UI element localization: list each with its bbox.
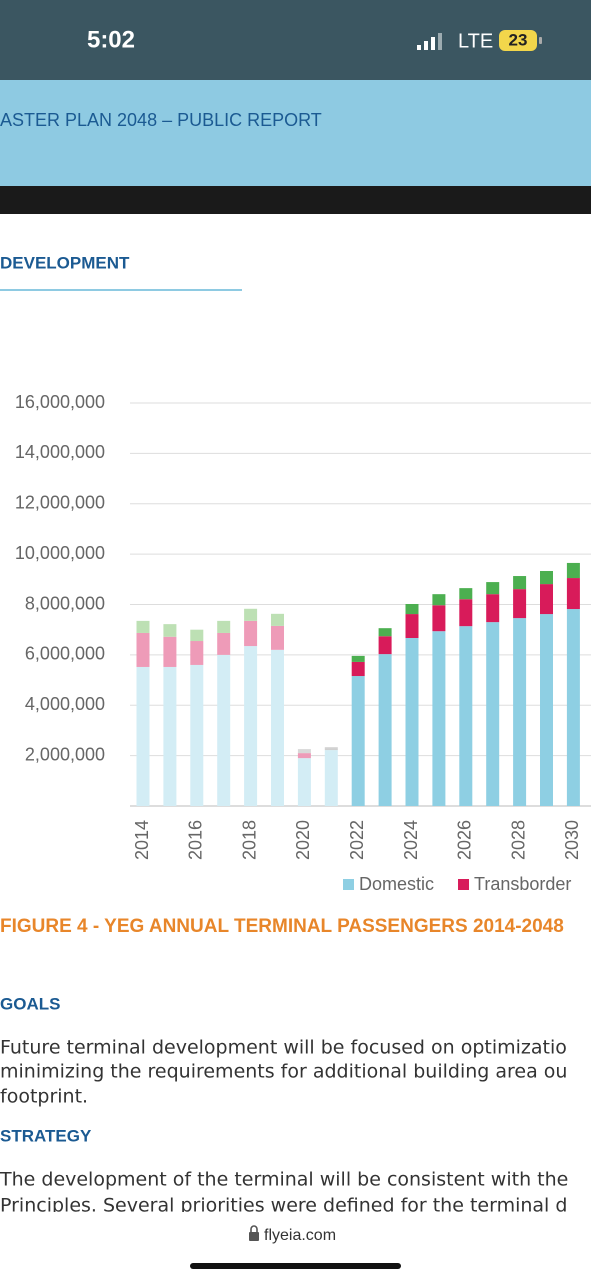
bar-segment	[351, 676, 365, 806]
x-tick-label: 2030	[562, 820, 582, 860]
bar-segment	[486, 594, 500, 623]
bar-segment	[405, 614, 419, 638]
legend-swatch	[458, 879, 470, 890]
home-indicator[interactable]	[190, 1263, 401, 1269]
bar-segment	[217, 654, 231, 806]
bar-segment	[351, 655, 365, 662]
y-tick-label: 6,000,000	[25, 644, 105, 664]
bar-segment	[432, 605, 446, 632]
bar-segment	[136, 666, 150, 806]
bar-segment	[271, 613, 284, 626]
x-tick-label: 2022	[347, 820, 367, 860]
bar-segment	[459, 588, 473, 600]
paragraph-line: Principles. Several priorities were defi…	[0, 1195, 567, 1217]
bar-segment	[271, 625, 284, 650]
bar-segment	[163, 624, 177, 637]
bar-segment	[540, 584, 553, 615]
bar-segment	[297, 758, 311, 806]
x-tick-label: 2014	[132, 820, 152, 860]
bar-segment	[513, 576, 527, 590]
bar-segment	[378, 654, 392, 806]
figure-caption: FIGURE 4 - YEG ANNUAL TERMINAL PASSENGER…	[0, 916, 564, 937]
y-tick-label: 2,000,000	[25, 744, 105, 764]
time: 5:02	[87, 26, 135, 53]
y-tick-label: 10,000,000	[15, 543, 105, 563]
bar-segment	[566, 562, 580, 579]
bar-segment	[244, 646, 258, 806]
bar-segment	[432, 631, 446, 806]
y-tick-label: 4,000,000	[25, 694, 105, 714]
bar-segment	[405, 603, 419, 615]
x-tick-label: 2020	[293, 820, 313, 860]
bar-segment	[378, 636, 392, 655]
y-tick-label: 12,000,000	[15, 493, 105, 513]
battery-level: 23	[509, 30, 528, 49]
x-tick-label: 2028	[508, 820, 528, 860]
paragraph-line: Future terminal development will be focu…	[0, 1037, 567, 1059]
bar-segment	[136, 632, 150, 667]
x-tick-label: 2026	[455, 820, 475, 860]
x-tick-label: 2016	[186, 820, 206, 860]
bar-segment	[297, 753, 311, 759]
bar-segment	[513, 589, 527, 619]
bar-segment	[486, 622, 500, 806]
bar-segment	[271, 649, 284, 806]
legend-swatch	[343, 879, 354, 890]
separator	[0, 186, 591, 214]
bar-segment	[540, 614, 553, 806]
bar-segment	[432, 594, 446, 606]
bar-segment	[163, 636, 177, 667]
signal	[417, 33, 442, 50]
bar-segment	[190, 641, 204, 665]
y-tick-label: 16,000,000	[15, 392, 105, 412]
doc-header	[0, 80, 591, 186]
bar-segment	[405, 637, 419, 806]
battery	[499, 30, 537, 51]
bar-segment	[244, 608, 258, 621]
bar-segment	[378, 628, 392, 637]
bar-segment	[324, 748, 338, 751]
bar-segment	[324, 747, 338, 749]
bar-segment	[190, 664, 204, 806]
url[interactable]: flyeia.com	[264, 1227, 336, 1244]
paragraph-line: footprint.	[0, 1086, 88, 1108]
lock-icon	[249, 1225, 259, 1241]
bar-segment	[136, 620, 150, 633]
x-tick-label: 2024	[401, 820, 421, 860]
bar-segment	[217, 620, 231, 633]
doc-title: ASTER PLAN 2048 – PUBLIC REPORT	[0, 110, 322, 130]
goals-heading: GOALS	[0, 994, 60, 1013]
bar-segment	[297, 749, 311, 754]
chart: 2,000,000 4,000,000 6,000,000 8,000,000 10,0…	[15, 392, 591, 894]
bar-segment	[566, 609, 580, 806]
bar-segment	[324, 750, 338, 806]
bar-segment	[217, 632, 231, 655]
browser-bar	[0, 1212, 591, 1280]
legend-label: Transborder	[474, 874, 571, 894]
paragraph-line: minimizing the requirements for addition…	[0, 1061, 567, 1083]
status-bar	[0, 0, 591, 80]
bar-segment	[486, 582, 500, 595]
section-title: DEVELOPMENT	[0, 253, 130, 272]
bar-segment	[163, 666, 177, 806]
bar-segment	[513, 618, 527, 806]
bar-segment	[566, 578, 580, 610]
legend-label: Domestic	[359, 874, 434, 894]
bar-segment	[351, 661, 365, 677]
bar-segment	[459, 599, 473, 627]
y-tick-label: 14,000,000	[15, 442, 105, 462]
paragraph-line: The development of the terminal will be …	[0, 1169, 568, 1191]
strategy-heading: STRATEGY	[0, 1126, 92, 1145]
bar-segment	[459, 626, 473, 806]
network: LTE	[458, 30, 493, 52]
y-tick-label: 8,000,000	[25, 593, 105, 613]
bar-segment	[244, 620, 258, 647]
x-tick-label: 2018	[239, 820, 259, 860]
battery-tip	[539, 37, 542, 44]
bar-segment	[190, 629, 204, 642]
bar-segment	[540, 571, 553, 585]
